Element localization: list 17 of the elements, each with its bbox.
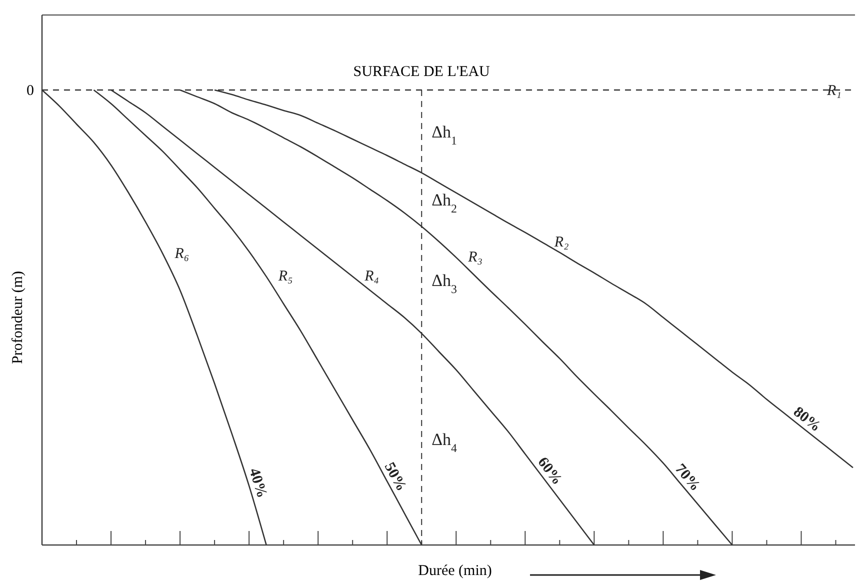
text: SURFACE DE L'EAU	[353, 64, 490, 80]
annotation: Δh$_{3}$	[432, 270, 458, 296]
series-label: R₂	[553, 234, 569, 250]
text: 0	[26, 83, 34, 99]
annotation: Δh$_{4}$	[432, 430, 458, 456]
series-label: R₃	[467, 249, 483, 266]
annotation: 80%	[790, 404, 824, 436]
series-label: R₄	[364, 268, 379, 285]
series-label: R₅	[277, 268, 293, 285]
annotation: Δh$_{1}$	[432, 122, 458, 148]
x-axis-title: Durée (min)	[418, 563, 492, 579]
y-axis-title: Profondeur (m)	[10, 271, 26, 364]
annotation: 40%	[246, 466, 270, 500]
series-label: R₁	[826, 83, 842, 99]
annotation: Δh$_{2}$	[432, 190, 458, 216]
annotation: 50%	[380, 460, 410, 494]
series-label: R₆	[174, 246, 190, 262]
